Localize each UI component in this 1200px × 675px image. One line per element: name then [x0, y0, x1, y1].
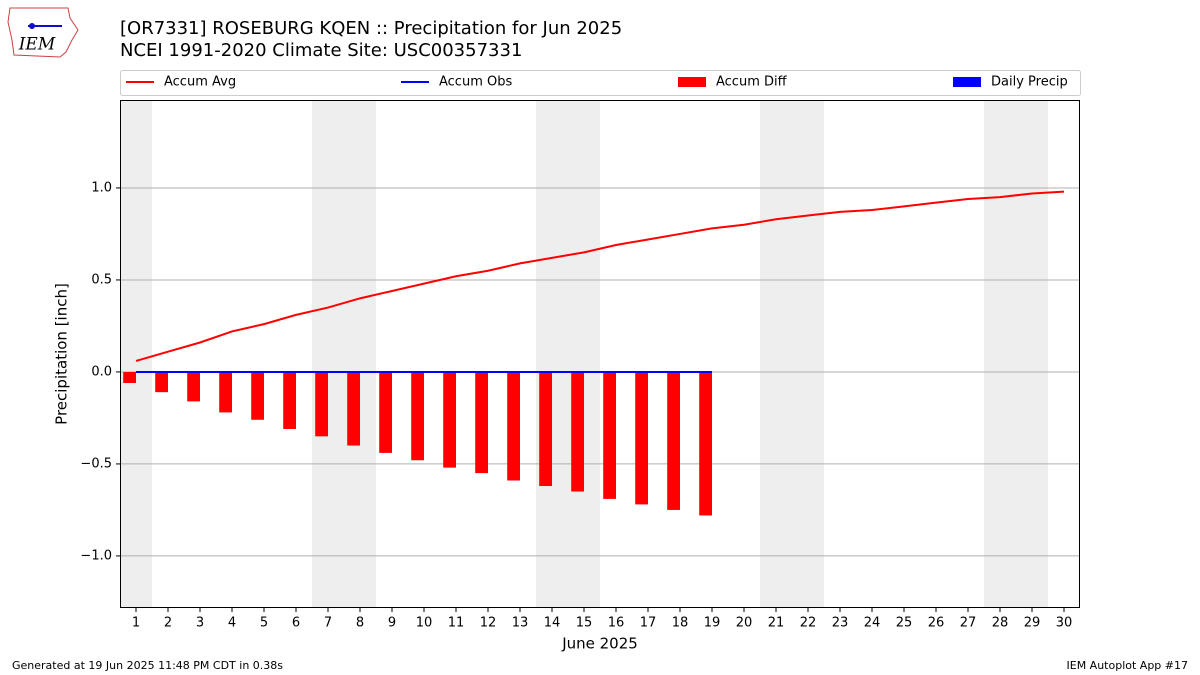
bar [507, 371, 520, 481]
x-axis-label: June 2025 [561, 635, 638, 653]
weekend-shade [344, 100, 376, 608]
y-tick-label: −0.5 [80, 456, 112, 471]
x-tick-label: 18 [672, 616, 689, 631]
weekend-shade [760, 100, 792, 608]
x-tick-label: 6 [292, 616, 300, 631]
bar [571, 371, 584, 492]
footer-left: Generated at 19 Jun 2025 11:48 PM CDT in… [12, 659, 283, 672]
bar [443, 371, 456, 468]
y-axis-label: Precipitation [inch] [53, 283, 71, 425]
x-tick-label: 28 [992, 616, 1009, 631]
bar [283, 371, 296, 429]
x-tick-label: 19 [704, 616, 721, 631]
x-tick-label: 22 [800, 616, 817, 631]
weekend-shade [984, 100, 1016, 608]
bar [699, 371, 712, 516]
legend-label: Accum Obs [439, 75, 512, 90]
bar [155, 371, 168, 393]
x-tick-label: 3 [196, 616, 204, 631]
x-tick-label: 15 [576, 616, 593, 631]
legend-label: Accum Avg [164, 75, 236, 90]
legend-swatch [953, 77, 981, 87]
bar [379, 371, 392, 453]
bar [251, 371, 264, 420]
x-tick-label: 23 [832, 616, 849, 631]
bar [539, 371, 552, 487]
legend-swatch [678, 77, 706, 87]
footer-right: IEM Autoplot App #17 [1067, 659, 1189, 672]
x-tick-label: 14 [544, 616, 561, 631]
logo: IEM [7, 7, 79, 58]
x-tick-label: 29 [1024, 616, 1041, 631]
y-tick-label: −1.0 [80, 548, 112, 563]
plot-frame [120, 100, 1080, 608]
x-tick-label: 30 [1056, 616, 1073, 631]
bar [475, 371, 488, 474]
legend-label: Accum Diff [716, 75, 788, 90]
bar [667, 371, 680, 510]
x-tick-label: 9 [388, 616, 396, 631]
x-tick-label: 7 [324, 616, 332, 631]
y-tick-label: 1.0 [91, 180, 112, 195]
x-tick-label: 4 [228, 616, 236, 631]
bar [315, 371, 328, 437]
x-tick-label: 8 [356, 616, 364, 631]
x-tick-label: 12 [480, 616, 497, 631]
weekend-shade [792, 100, 824, 608]
legend [120, 70, 1081, 96]
x-tick-label: 2 [164, 616, 172, 631]
x-tick-label: 13 [512, 616, 529, 631]
bar [603, 371, 616, 499]
x-tick-label: 5 [260, 616, 268, 631]
x-tick-label: 17 [640, 616, 657, 631]
x-tick-label: 25 [896, 616, 913, 631]
line [135, 190, 1065, 362]
bar [635, 371, 648, 505]
x-tick-label: 27 [960, 616, 977, 631]
bar [123, 371, 136, 383]
y-tick-label: 0.0 [91, 364, 112, 379]
weekend-shade [120, 100, 152, 608]
logo-outline [7, 7, 79, 58]
chart-subtitle: NCEI 1991-2020 Climate Site: USC00357331 [120, 40, 522, 61]
logo-text: IEM [18, 35, 56, 55]
logo-dot [29, 23, 35, 29]
weekend-shade [1016, 100, 1048, 608]
x-tick-label: 24 [864, 616, 881, 631]
x-tick-label: 16 [608, 616, 625, 631]
chart-title: [OR7331] ROSEBURG KQEN :: Precipitation … [120, 18, 622, 39]
bar [347, 371, 360, 446]
x-tick-label: 21 [768, 616, 785, 631]
y-tick-label: 0.5 [91, 272, 112, 287]
bar [187, 371, 200, 402]
weekend-shade [568, 100, 600, 608]
weekend-shade [312, 100, 344, 608]
weekend-shade [536, 100, 568, 608]
legend-label: Daily Precip [991, 75, 1068, 90]
x-tick-label: 1 [132, 616, 140, 631]
x-tick-label: 20 [736, 616, 753, 631]
x-tick-label: 26 [928, 616, 945, 631]
bar [411, 371, 424, 461]
bar [219, 371, 232, 413]
x-tick-label: 10 [416, 616, 433, 631]
x-tick-label: 11 [448, 616, 465, 631]
